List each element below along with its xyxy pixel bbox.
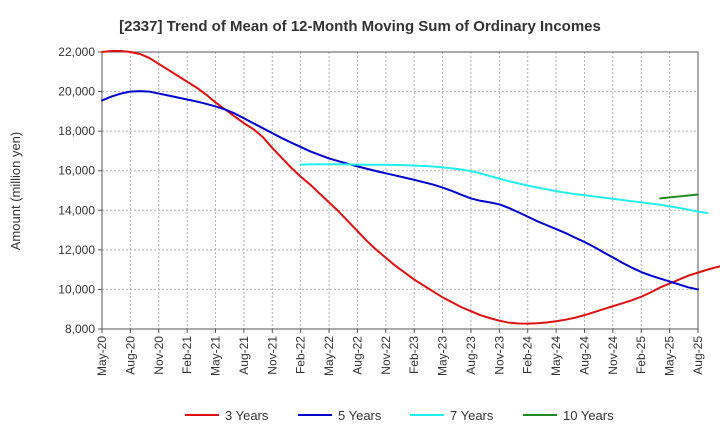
x-tick-label: Nov-21 [265, 336, 279, 375]
x-tick-label: Nov-20 [152, 336, 166, 375]
x-tick-label: Nov-24 [606, 336, 620, 375]
y-tick-label: 16,000 [58, 164, 95, 178]
series-group [101, 50, 720, 325]
y-axis-ticks: 8,000 10,000 12,000 14,000 16,000 18,000 20,00… [58, 45, 102, 336]
x-tick-label: Nov-23 [492, 336, 506, 375]
legend: 3 Years 5 Years 7 Years 10 Years [185, 408, 614, 423]
legend-item-3-years: 3 Years [185, 408, 269, 423]
y-tick-label: 22,000 [58, 45, 95, 59]
y-tick-label: 14,000 [58, 203, 95, 217]
legend-label: 3 Years [225, 408, 269, 423]
x-tick-label: May-24 [549, 336, 563, 376]
y-tick-label: 20,000 [58, 85, 95, 99]
legend-label: 5 Years [338, 408, 382, 423]
y-axis-label: Amount (million yen) [8, 132, 23, 251]
series-line-7-years [299, 163, 709, 215]
x-tick-label: Feb-24 [521, 336, 535, 374]
x-tick-label: Aug-23 [464, 336, 478, 375]
legend-item-7-years: 7 Years [410, 408, 494, 423]
x-tick-label: Aug-24 [577, 336, 591, 375]
x-tick-label: Aug-20 [123, 336, 137, 375]
x-tick-label: Aug-25 [691, 336, 705, 375]
x-tick-label: Feb-25 [634, 336, 648, 374]
series-line-5-years [101, 90, 699, 291]
legend-item-10-years: 10 Years [523, 408, 614, 423]
x-tick-label: May-23 [436, 336, 450, 376]
y-tick-label: 12,000 [58, 243, 95, 257]
x-tick-label: May-25 [663, 336, 677, 376]
legend-item-5-years: 5 Years [298, 408, 382, 423]
chart-title: [2337] Trend of Mean of 12-Month Moving … [119, 18, 601, 35]
y-tick-label: 8,000 [65, 322, 95, 336]
x-tick-label: Aug-21 [237, 336, 251, 375]
x-tick-label: May-22 [322, 336, 336, 376]
y-tick-label: 10,000 [58, 282, 95, 296]
x-tick-label: Feb-23 [407, 336, 421, 374]
x-tick-label: Feb-22 [294, 336, 308, 374]
legend-label: 10 Years [563, 408, 614, 423]
x-tick-label: May-21 [209, 336, 223, 376]
plot-area-frame [101, 51, 699, 330]
legend-label: 7 Years [450, 408, 494, 423]
series-line-3-years [101, 50, 720, 325]
x-tick-label: May-20 [95, 336, 109, 376]
x-tick-label: Aug-22 [350, 336, 364, 375]
x-axis-ticks: May-20 Aug-20 Nov-20 Feb-21 May-21 Aug-21 Nov-… [95, 329, 705, 376]
y-tick-label: 18,000 [58, 124, 95, 138]
series-line-10-years [659, 193, 699, 200]
x-tick-label: Feb-21 [180, 336, 194, 374]
x-tick-label: Nov-22 [379, 336, 393, 375]
